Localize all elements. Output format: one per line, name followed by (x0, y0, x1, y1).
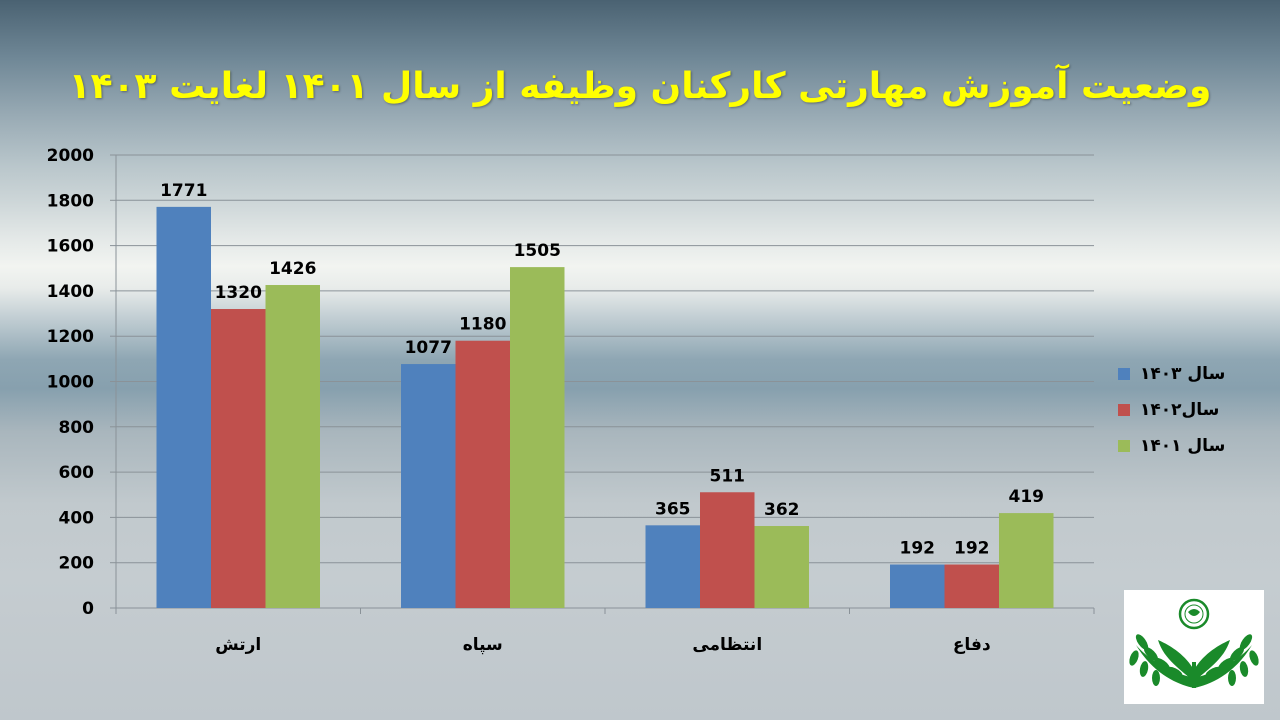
data-label-3-0: 192 (900, 539, 936, 559)
y-tick-label-600: 600 (59, 463, 95, 483)
category-label-1: سپاه (463, 635, 503, 655)
jihad-logo (1124, 590, 1264, 704)
legend-swatch-1401 (1118, 440, 1130, 452)
data-label-3-2: 419 (1009, 487, 1045, 507)
category-label-2: انتظامی (692, 635, 762, 655)
category-label-0: ارتش (215, 635, 261, 655)
y-tick-label-1400: 1400 (47, 282, 94, 302)
chart-title: وضعیت آموزش مهارتی کارکنان وظیفه از سال … (68, 66, 1212, 107)
data-label-2-2: 362 (764, 500, 800, 520)
data-label-3-1: 192 (954, 539, 990, 559)
bar-3-0 (890, 564, 945, 608)
data-label-0-0: 1771 (160, 181, 207, 201)
y-tick-label-1200: 1200 (47, 327, 94, 347)
bar-1-0 (401, 364, 456, 608)
bar-1-1 (455, 340, 510, 608)
y-tick-label-200: 200 (59, 554, 95, 574)
y-tick-label-400: 400 (59, 508, 95, 528)
legend-swatch-1402 (1118, 404, 1130, 416)
bar-1-2 (510, 267, 565, 608)
bar-3-2 (999, 513, 1054, 608)
data-label-1-1: 1180 (459, 315, 506, 335)
data-label-1-0: 1077 (405, 338, 452, 358)
bar-2-0 (645, 525, 700, 608)
legend-label-1402: سال۱۴۰۲ (1140, 400, 1220, 420)
data-label-2-1: 511 (710, 466, 746, 486)
data-label-0-1: 1320 (215, 283, 262, 303)
legend-label-1403: سال ۱۴۰۳ (1140, 364, 1226, 384)
bar-0-2 (265, 285, 320, 608)
y-tick-label-1000: 1000 (47, 373, 94, 393)
legend-item-1403: سال ۱۴۰۳ (1118, 356, 1225, 392)
bar-3-1 (944, 564, 999, 608)
y-tick-label-1800: 1800 (47, 191, 94, 211)
bar-2-1 (700, 492, 755, 608)
data-label-1-2: 1505 (514, 241, 561, 261)
bar-0-1 (211, 309, 266, 608)
legend-swatch-1403 (1118, 368, 1130, 380)
legend-item-1401: سال ۱۴۰۱ (1118, 428, 1225, 464)
bar-2-2 (754, 526, 809, 608)
legend-item-1402: سال۱۴۰۲ (1118, 392, 1225, 428)
y-tick-label-1600: 1600 (47, 237, 94, 257)
data-label-0-2: 1426 (269, 259, 316, 279)
data-label-2-0: 365 (655, 499, 691, 519)
legend-label-1401: سال ۱۴۰۱ (1140, 436, 1226, 456)
category-label-3: دفاع (953, 635, 991, 655)
bar-0-0 (156, 206, 211, 608)
y-tick-label-2000: 2000 (47, 146, 94, 166)
wheat-emblem-icon (1129, 598, 1259, 688)
y-tick-label-0: 0 (82, 599, 94, 619)
legend: سال ۱۴۰۳ سال۱۴۰۲ سال ۱۴۰۱ (1118, 356, 1225, 464)
y-tick-label-800: 800 (59, 418, 95, 438)
